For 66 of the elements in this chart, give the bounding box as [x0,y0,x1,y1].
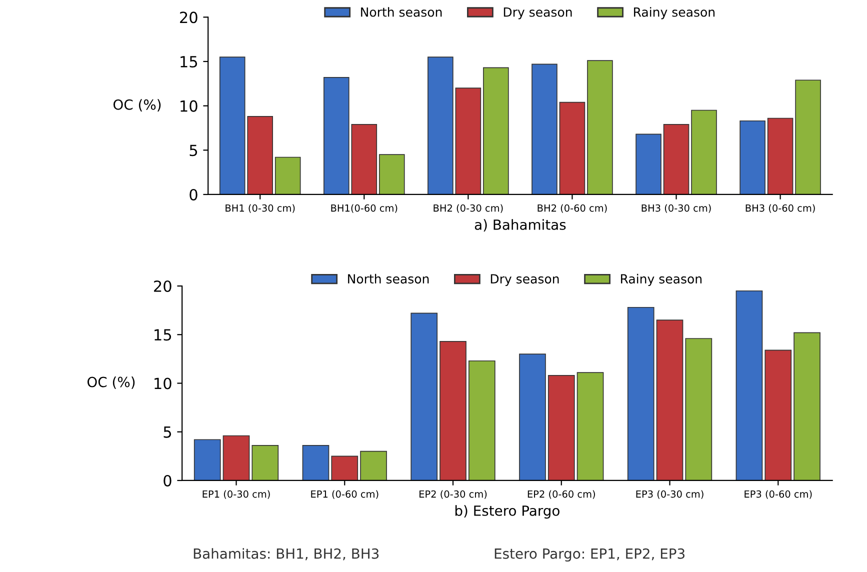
y-tick-label: 10 [180,100,198,112]
y-tick-label: 20 [180,12,198,24]
y-axis-title: OC (%) [87,376,135,389]
x-tick-label: EP2 (0-60 cm) [528,490,595,499]
x-axis-title: a) Bahamitas [474,219,566,232]
bar [576,372,604,480]
x-tick-label: EP1 (0-30 cm) [202,490,270,499]
x-tick-label: BH3 (0-30 cm) [642,204,711,213]
bar [559,102,586,194]
bar [302,445,330,480]
x-tick-label: BH2 (0-60 cm) [538,204,607,213]
x-tick-label: EP1 (0-60 cm) [311,490,378,499]
bar [663,124,690,194]
y-tick-label: 15 [154,329,172,341]
bar [252,445,279,480]
x-tick-label: BH1(0-60 cm) [331,204,398,213]
x-tick-label: EP3 (0-60 cm) [744,490,812,499]
y-tick-label: 0 [164,474,172,486]
bar [360,450,387,480]
x-tick-label: EP3 (0-30 cm) [636,490,704,499]
bar [587,60,613,194]
legend-label: Dry season [504,8,572,20]
bar [627,306,654,480]
legend-label: Dry season [490,274,559,286]
bar [519,354,546,480]
bar [455,88,482,194]
bar [468,360,496,480]
bar [428,56,454,194]
y-tick-label: 0 [190,188,198,200]
x-tick-label: BH1 (0-30 cm) [226,204,295,213]
bar [691,110,717,194]
bar [548,375,575,480]
bar [767,118,794,194]
bar [331,456,358,480]
y-tick-label: 10 [154,378,172,390]
y-axis-title: OC (%) [113,99,161,112]
bar [795,80,821,194]
y-tick-label: 15 [180,56,198,68]
bar [685,338,712,480]
bar [656,320,684,480]
bar [636,134,662,194]
bar [740,120,766,194]
legend-label: North season [348,274,429,284]
bar [483,67,509,194]
x-tick-label: BH3 (0-60 cm) [746,204,815,213]
x-axis-title: b) Estero Pargo [455,505,560,519]
legend-label: Rainy season [621,274,702,286]
bar [410,312,438,480]
legend-label: North season [361,7,442,17]
legend-label: Rainy season [634,7,715,20]
bar [440,341,466,480]
bar [378,154,405,194]
text: Bahamitas: BH1, BH2, BH3 [194,548,379,560]
bar [532,64,558,194]
x-tick-label: BH2 (0-30 cm) [434,204,503,213]
y-tick-label: 5 [164,426,172,438]
text: Estero Pargo: EP1, EP2, EP3 [494,548,684,562]
y-tick-label: 20 [154,280,172,292]
bar [736,290,763,480]
bar [764,350,792,480]
y-tick-label: 5 [190,144,198,156]
bar [274,156,301,194]
x-tick-label: EP2 (0-30 cm) [420,490,487,499]
bar [194,439,221,480]
bar [794,332,820,480]
bar [222,435,250,480]
